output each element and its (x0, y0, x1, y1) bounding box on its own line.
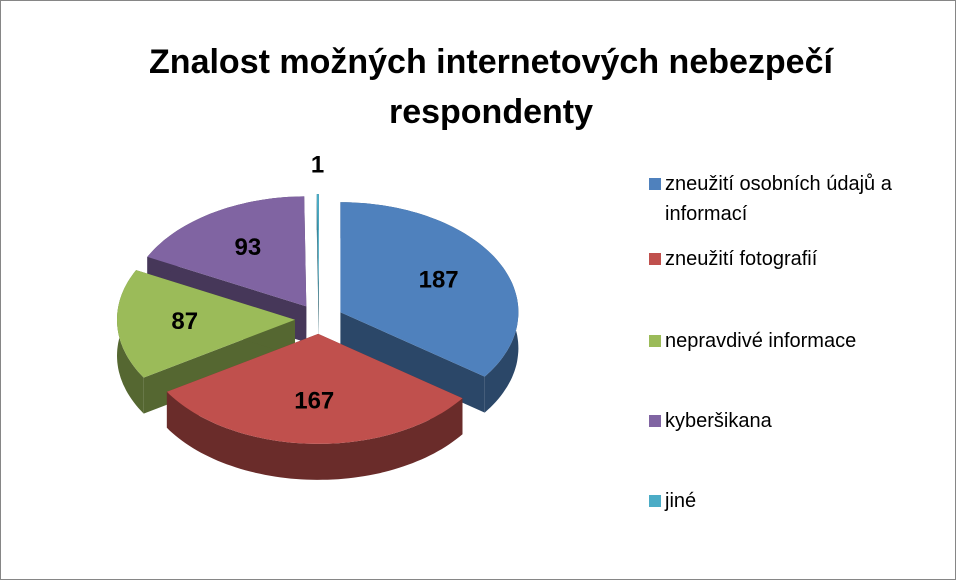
legend-swatch (649, 253, 661, 265)
slice (340, 202, 519, 413)
legend-item: kyberšikana (649, 406, 949, 436)
legend-swatch (649, 178, 661, 190)
slice (166, 333, 463, 480)
slice-side (340, 312, 485, 413)
legend-label: jiné (665, 490, 697, 512)
slice-top (147, 196, 307, 307)
slice (316, 194, 319, 341)
legend-label: nepravdivé informace (665, 330, 857, 352)
legend-item: zneužití fotografií (649, 244, 949, 274)
legend-item: nepravdivé informace (649, 326, 949, 356)
legend-item: zneužití osobních údajů a informací (649, 169, 949, 229)
legend-swatch (649, 415, 661, 427)
slice-top (340, 202, 519, 377)
legend-swatch (649, 335, 661, 347)
chart-title: Znalost možných internetových nebezpečí … (149, 43, 833, 131)
legend-swatch (649, 495, 661, 507)
legend-label: zneužití osobních údajů a informací (665, 173, 892, 225)
legend-label: kyberšikana (665, 410, 772, 432)
data-label: 167 (294, 387, 334, 414)
slice-side (316, 194, 319, 341)
data-label: 87 (171, 308, 198, 335)
slice-top (316, 194, 319, 305)
data-label: 93 (235, 234, 262, 261)
data-label: 187 (419, 267, 459, 294)
legend-label: zneužití fotografií (665, 248, 818, 270)
legend-item: jiné (649, 486, 949, 516)
slice-top (117, 270, 295, 378)
slice-top (166, 333, 463, 444)
slice-wall (166, 391, 463, 480)
data-label: 1 (311, 151, 324, 178)
